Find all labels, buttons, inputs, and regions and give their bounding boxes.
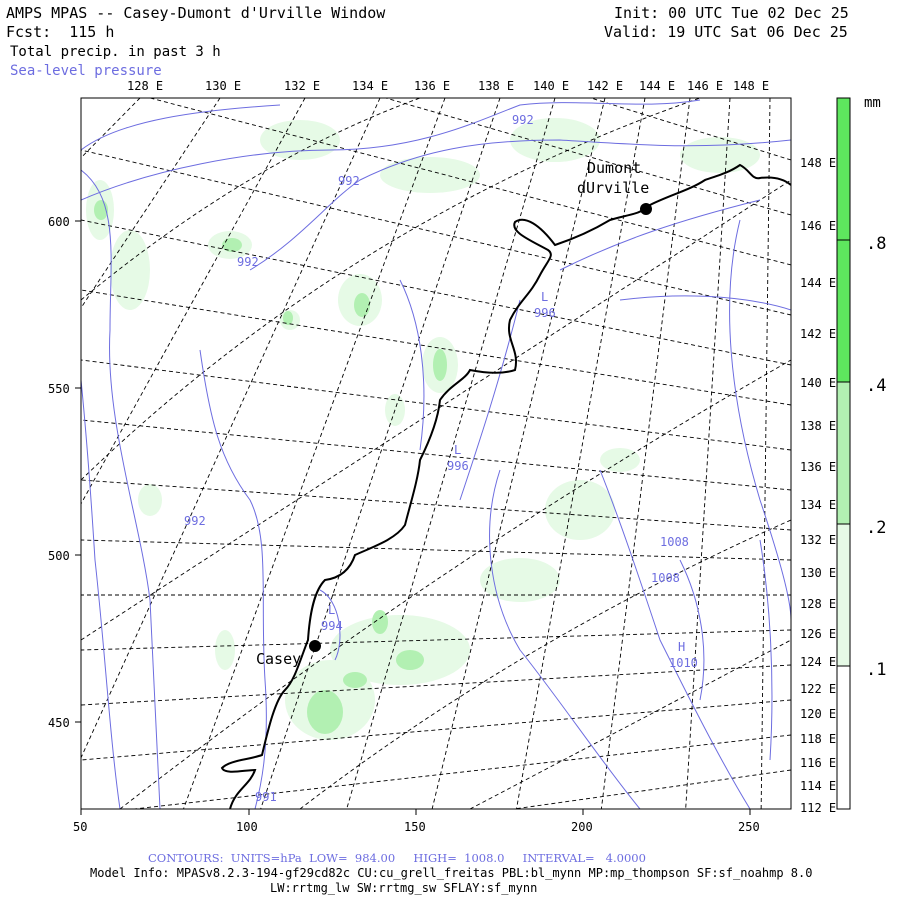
- pressure-center-value: 996: [534, 306, 556, 320]
- pressure-center-type: L: [328, 603, 335, 617]
- pressure-center-type: H: [678, 640, 685, 654]
- model-info: Model Info: MPASv8.2.3-194-gf29cd82c CU:…: [90, 866, 813, 880]
- lon-label: 140 E: [800, 376, 836, 390]
- lon-label: 114 E: [800, 779, 836, 793]
- map-title: AMPS MPAS -- Casey-Dumont d'Urville Wind…: [6, 4, 386, 22]
- lon-label: 124 E: [800, 655, 836, 669]
- lon-label: 118 E: [800, 732, 836, 746]
- lon-label: 126 E: [800, 627, 836, 641]
- contour-label: 992: [237, 255, 259, 269]
- forecast-hour: Fcst: 115 h: [6, 23, 115, 41]
- colorbar-unit: mm: [864, 95, 881, 111]
- lon-label: 130 E: [205, 79, 241, 93]
- dumont-durville-station-marker: [640, 203, 652, 215]
- contours-info: CONTOURS: UNITS=hPa LOW= 984.00 HIGH= 10…: [148, 851, 646, 865]
- place-label-durville: dUrville: [577, 179, 649, 197]
- map-frame: [80, 97, 792, 810]
- lon-label: 128 E: [127, 79, 163, 93]
- lon-label: 132 E: [284, 79, 320, 93]
- lon-label: 130 E: [800, 566, 836, 580]
- x-tick-label: 100: [236, 820, 258, 834]
- colorbar: mm .1 .2 .4 .8: [836, 95, 886, 810]
- right-lon-labels: 148 E 146 E 144 E 142 E 140 E 138 E 136 …: [800, 156, 836, 815]
- contour-label: 992: [338, 174, 360, 188]
- contour-label: 991: [255, 790, 277, 804]
- lon-label: 136 E: [414, 79, 450, 93]
- lon-label: 142 E: [587, 79, 623, 93]
- overlay-name: Sea-level pressure: [10, 63, 162, 79]
- y-tick-label: 600: [48, 215, 70, 229]
- colorbar-level: .4: [866, 376, 886, 396]
- lon-label: 140 E: [533, 79, 569, 93]
- pressure-center-type: L: [454, 443, 461, 457]
- x-tick-label: 200: [571, 820, 593, 834]
- lon-label: 138 E: [800, 419, 836, 433]
- x-tick-label: 150: [404, 820, 426, 834]
- contour-label: 992: [184, 514, 206, 528]
- pressure-center-value: 996: [447, 459, 469, 473]
- lon-label: 128 E: [800, 597, 836, 611]
- lon-label: 132 E: [800, 533, 836, 547]
- lon-label: 134 E: [800, 498, 836, 512]
- x-tick-label: 50: [73, 820, 87, 834]
- lon-label: 148 E: [733, 79, 769, 93]
- init-time: Init: 00 UTC Tue 02 Dec 25: [614, 4, 849, 22]
- lon-label: 120 E: [800, 707, 836, 721]
- lon-label: 144 E: [639, 79, 675, 93]
- colorbar-band: [836, 665, 851, 810]
- lon-label: 138 E: [478, 79, 514, 93]
- x-tick-label: 250: [738, 820, 760, 834]
- place-label-casey: Casey: [256, 650, 301, 668]
- colorbar-band: [836, 239, 851, 383]
- lon-label: 122 E: [800, 682, 836, 696]
- pressure-center-value: 994: [321, 619, 343, 633]
- lon-label: 144 E: [800, 276, 836, 290]
- colorbar-level: .8: [866, 234, 886, 254]
- pressure-center-type: L: [541, 290, 548, 304]
- slp-contours: [81, 99, 791, 809]
- lon-label: 112 E: [800, 801, 836, 815]
- colorbar-level: .1: [866, 660, 886, 680]
- pressure-center-value: 1010: [669, 656, 698, 670]
- lon-label: 142 E: [800, 327, 836, 341]
- y-tick-label: 450: [48, 716, 70, 730]
- casey-station-marker: [309, 640, 321, 652]
- lon-label: 146 E: [800, 219, 836, 233]
- y-tick-label: 550: [48, 382, 70, 396]
- contour-label: 992: [512, 113, 534, 127]
- colorbar-band: [836, 381, 851, 525]
- place-label-dumont: Dumont: [587, 159, 641, 177]
- top-lon-labels: 128 E 130 E 132 E 134 E 136 E 138 E 140 …: [127, 79, 769, 93]
- y-tick-label: 500: [48, 549, 70, 563]
- lon-label: 136 E: [800, 460, 836, 474]
- lon-label: 116 E: [800, 756, 836, 770]
- latlon-grid: [81, 98, 791, 809]
- colorbar-band: [836, 523, 851, 667]
- lon-label: 146 E: [687, 79, 723, 93]
- lon-label: 134 E: [352, 79, 388, 93]
- colorbar-level: .2: [866, 518, 886, 538]
- lon-label: 148 E: [800, 156, 836, 170]
- field-name: Total precip. in past 3 h: [10, 44, 221, 60]
- contour-label: 1008: [651, 571, 680, 585]
- model-info-line2: LW:rrtmg_lw SW:rrtmg_sw SFLAY:sf_mynn: [270, 881, 538, 895]
- contour-label: 1008: [660, 535, 689, 549]
- colorbar-band: [836, 97, 851, 241]
- valid-time: Valid: 19 UTC Sat 06 Dec 25: [604, 23, 848, 41]
